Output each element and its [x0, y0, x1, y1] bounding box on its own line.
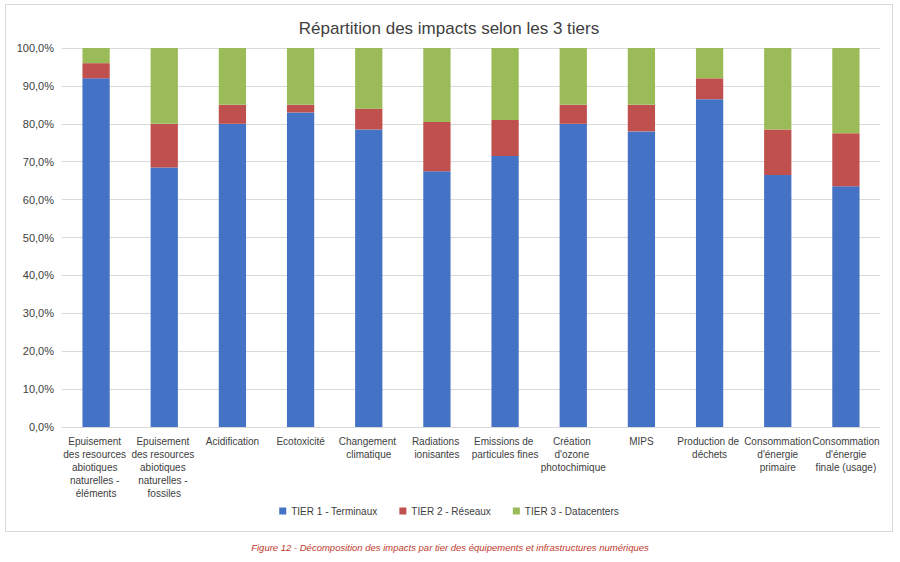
svg-text:90,0%: 90,0% — [23, 80, 54, 92]
svg-text:climatique: climatique — [346, 449, 391, 460]
svg-text:naturelles -: naturelles - — [138, 475, 190, 486]
svg-text:ionisantes: ionisantes — [414, 449, 459, 460]
svg-text:abiotiques: abiotiques — [140, 462, 188, 473]
svg-text:Production de: Production de — [677, 436, 742, 447]
svg-text:Emissions de: Emissions de — [474, 436, 536, 447]
svg-text:10,0%: 10,0% — [23, 383, 54, 395]
svg-text:Consommation: Consommation — [744, 436, 811, 447]
svg-text:d'énergie: d'énergie — [755, 449, 801, 460]
svg-text:Epuisement: Epuisement — [136, 436, 192, 447]
svg-text:primaire: primaire — [760, 462, 797, 473]
html-text:Figure 12 - Décomposition des: Figure 12 - Décomposition des impacts pa… — [251, 542, 649, 553]
svg-text:30,0%: 30,0% — [23, 307, 54, 319]
svg-text:d'ozone: d'ozone — [555, 449, 593, 460]
svg-text:70,0%: 70,0% — [23, 156, 54, 168]
svg-text:abiotiques: abiotiques — [72, 462, 120, 473]
svg-text:80,0%: 80,0% — [23, 118, 54, 130]
svg-text:particules fines: particules fines — [472, 449, 539, 460]
svg-text:photochimique: photochimique — [541, 462, 606, 473]
svg-text:des resources: des resources — [63, 449, 129, 460]
svg-text:Consommation: Consommation — [812, 436, 879, 447]
svg-text:Radiations: Radiations — [412, 436, 462, 447]
svg-text:20,0%: 20,0% — [23, 345, 54, 357]
svg-text:MIPS: MIPS — [629, 436, 654, 447]
svg-text:Création: Création — [553, 436, 594, 447]
svg-text:des resources: des resources — [131, 449, 197, 460]
svg-text:finale (usage): finale (usage) — [816, 462, 877, 473]
svg-text:TIER 1 - Terminaux: TIER 1 - Terminaux — [291, 506, 377, 517]
svg-text:éléments: éléments — [76, 488, 117, 499]
svg-text:naturelles -: naturelles - — [70, 475, 122, 486]
svg-text:60,0%: 60,0% — [23, 194, 54, 206]
svg-text:Changement: Changement — [339, 436, 399, 447]
svg-text:Répartition des impacts selon: Répartition des impacts selon les 3 tier… — [299, 19, 599, 38]
svg-text:TIER 2 - Réseaux: TIER 2 - Réseaux — [411, 506, 490, 517]
svg-text:100,0%: 100,0% — [17, 42, 55, 54]
svg-text:0,0%: 0,0% — [29, 421, 54, 433]
svg-text:TIER 3 - Datacenters: TIER 3 - Datacenters — [525, 506, 619, 517]
svg-text:Acidification: Acidification — [206, 436, 259, 447]
svg-text:50,0%: 50,0% — [23, 232, 54, 244]
svg-text:fossiles: fossiles — [148, 488, 181, 499]
svg-text:déchets: déchets — [692, 449, 727, 460]
svg-text:40,0%: 40,0% — [23, 269, 54, 281]
svg-text:d'énergie: d'énergie — [823, 449, 869, 460]
svg-text:Ecotoxicité: Ecotoxicité — [276, 436, 325, 447]
svg-text:Epuisement: Epuisement — [68, 436, 124, 447]
